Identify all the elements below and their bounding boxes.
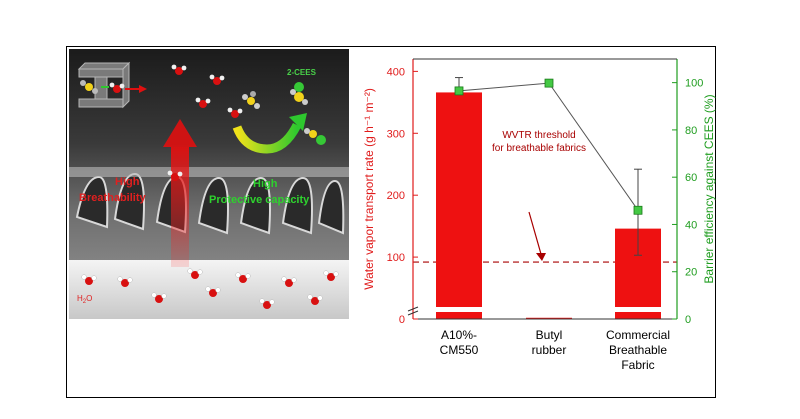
barrier-point — [544, 78, 554, 88]
water-molecule-icon — [81, 274, 97, 285]
category-label: Commercial — [606, 328, 670, 342]
error-bars — [455, 77, 642, 256]
category-label: Butyl — [536, 328, 563, 342]
membrane-skin — [69, 167, 349, 177]
water-molecule-icon — [187, 268, 203, 279]
water-molecule-icon — [171, 64, 187, 75]
bars — [414, 92, 676, 319]
red-arrowhead-icon — [139, 85, 147, 93]
water-label-h: H — [77, 294, 83, 303]
bar-a10-cm550 — [436, 92, 482, 319]
water-molecule-icon — [117, 276, 133, 287]
breathability-label: High Breathability — [79, 176, 147, 204]
deflection-arrow-icon — [232, 122, 302, 154]
membrane-pores — [75, 172, 345, 235]
cees-molecule-icon — [304, 128, 326, 145]
category-label: A10%- — [441, 328, 477, 342]
right-tick-label: 80 — [685, 125, 697, 137]
water-molecule-icon — [195, 97, 211, 108]
water-molecule-icon — [323, 270, 339, 281]
figure-panel: 2-CEES High — [66, 46, 716, 398]
left-tick-label: 400 — [387, 66, 405, 78]
category-label: Fabric — [621, 358, 654, 372]
water-molecule-icon — [307, 294, 323, 305]
right-tick-label: 40 — [685, 219, 697, 231]
water-molecule-icon — [109, 82, 125, 93]
chart-labels: Water vapor transport rate (g h⁻¹ m⁻²) Ba… — [362, 88, 716, 372]
water-molecule-icon — [235, 272, 251, 283]
threshold-label-line-2: for breathable fabrics — [492, 143, 586, 154]
figure-svg: 2-CEES High — [69, 49, 716, 372]
water-label-o: O — [86, 294, 92, 303]
cees-molecule-icon — [242, 91, 260, 109]
category-label: Breathable — [609, 343, 667, 357]
left-tick-label: 200 — [387, 190, 405, 202]
axis-break-band — [414, 307, 676, 312]
left-axis-title: Water vapor transport rate (g h⁻¹ m⁻²) — [362, 88, 376, 290]
axis-break-mark — [407, 310, 419, 316]
category-label: CM550 — [440, 343, 479, 357]
water-molecule-icon — [151, 292, 167, 303]
protective-line: Protective capacity — [209, 194, 310, 206]
right-tick-label: 0 — [685, 314, 691, 326]
membrane-illustration: 2-CEES High — [69, 49, 349, 319]
bar-butyl-rubber — [526, 317, 572, 319]
cees-molecule-icon — [80, 80, 98, 94]
axes: 0 100 200 300 400 0 20 40 60 80 100 — [387, 58, 703, 326]
protective-label: High Protective capacity — [209, 178, 310, 206]
protective-line: High — [253, 178, 278, 190]
water-molecule-icon — [281, 276, 297, 287]
left-tick-label: 0 — [399, 314, 405, 326]
left-tick-label: 100 — [387, 252, 405, 264]
water-label-sub: 2 — [83, 299, 87, 305]
axis-break-mark — [407, 306, 419, 312]
right-axis-title: Barrier efficiency against CEES (%) — [702, 94, 716, 283]
transport-arrowhead-icon — [163, 119, 197, 147]
category-label: rubber — [532, 343, 567, 357]
breathability-line: High — [115, 176, 140, 188]
cees-label: 2-CEES — [287, 68, 317, 77]
threshold-label-line-1: WVTR threshold — [502, 130, 575, 141]
breathability-line: Breathability — [79, 192, 147, 204]
cees-molecule-icon — [290, 82, 308, 105]
water-molecule-icon — [205, 286, 221, 297]
transport-arrow-icon — [171, 147, 189, 267]
right-tick-label: 100 — [685, 78, 703, 90]
threshold-pointer — [528, 211, 542, 255]
right-tick-label: 60 — [685, 172, 697, 184]
water-label: H2O — [77, 294, 92, 305]
water-molecule-icon — [259, 298, 275, 309]
threshold-pointer-head — [536, 253, 546, 262]
barrier-point — [454, 86, 464, 96]
chart-area: WVTR threshold for breathable fabrics 0 10… — [362, 58, 716, 372]
deflection-arrowhead-icon — [289, 113, 307, 131]
right-tick-label: 20 — [685, 267, 697, 279]
water-molecule-icon — [227, 107, 243, 118]
barrier-point — [633, 205, 643, 215]
water-molecule-icon — [167, 170, 183, 181]
left-tick-label: 300 — [387, 128, 405, 140]
barrier-series — [454, 78, 643, 215]
water-molecule-icon — [209, 74, 225, 85]
